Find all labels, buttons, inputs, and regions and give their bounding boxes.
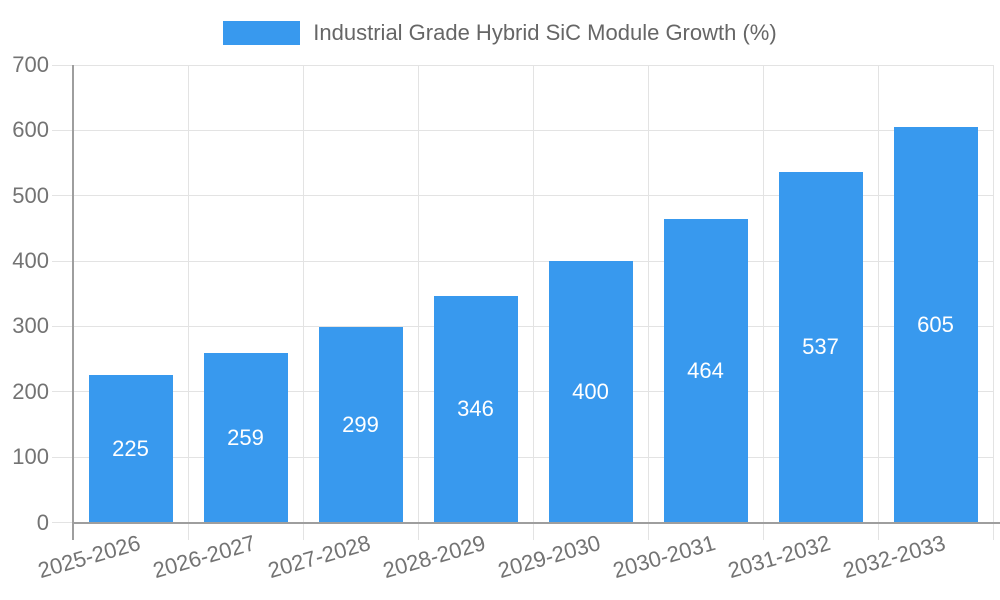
x-tick-label: 2026-2027 bbox=[150, 529, 259, 583]
gridline-v bbox=[877, 65, 879, 540]
x-tick-label: 2027-2028 bbox=[265, 529, 374, 583]
gridline-v bbox=[417, 65, 419, 540]
y-axis-line bbox=[72, 65, 74, 540]
bar-value-label: 225 bbox=[112, 435, 149, 461]
x-axis-line bbox=[73, 521, 1000, 524]
bar[interactable] bbox=[548, 261, 633, 523]
y-tick-label: 400 bbox=[12, 248, 49, 274]
bar-value-label: 537 bbox=[802, 334, 839, 360]
y-axis-tick bbox=[52, 522, 73, 523]
gridline-h bbox=[52, 64, 993, 66]
bar[interactable] bbox=[893, 127, 978, 523]
bar-value-label: 605 bbox=[917, 311, 954, 337]
bar-value-label: 299 bbox=[342, 411, 379, 437]
gridline-h bbox=[52, 325, 993, 327]
y-tick-label: 600 bbox=[12, 117, 49, 143]
gridline-h bbox=[52, 456, 993, 458]
bar-value-label: 464 bbox=[687, 357, 724, 383]
gridline-h bbox=[52, 260, 993, 262]
legend-item[interactable]: Industrial Grade Hybrid SiC Module Growt… bbox=[0, 18, 1000, 48]
bar[interactable] bbox=[778, 171, 863, 523]
x-tick-label: 2029-2030 bbox=[495, 529, 604, 583]
bar-value-label: 259 bbox=[227, 424, 264, 450]
x-tick-label: 2028-2029 bbox=[380, 529, 489, 583]
bar-value-label: 346 bbox=[457, 396, 494, 422]
gridline-v bbox=[302, 65, 304, 540]
x-tick-label: 2025-2026 bbox=[35, 529, 144, 583]
gridline-v bbox=[187, 65, 189, 540]
legend-swatch bbox=[223, 21, 301, 45]
bar[interactable] bbox=[88, 375, 173, 523]
bar[interactable] bbox=[203, 353, 288, 523]
y-tick-label: 200 bbox=[12, 378, 49, 404]
y-tick-label: 0 bbox=[36, 509, 49, 535]
x-tick-label: 2032-2033 bbox=[840, 529, 949, 583]
y-tick-label: 500 bbox=[12, 182, 49, 208]
gridline-v bbox=[647, 65, 649, 540]
gridline-v bbox=[532, 65, 534, 540]
gridline-h bbox=[52, 391, 993, 393]
y-tick-label: 100 bbox=[12, 444, 49, 470]
legend-label: Industrial Grade Hybrid SiC Module Growt… bbox=[313, 20, 777, 45]
x-tick-label: 2030-2031 bbox=[610, 529, 719, 583]
gridline-h bbox=[52, 129, 993, 131]
bar[interactable] bbox=[663, 219, 748, 523]
bar[interactable] bbox=[318, 327, 403, 523]
gridline-h bbox=[52, 195, 993, 197]
bar-value-label: 400 bbox=[572, 378, 609, 404]
y-tick-label: 700 bbox=[12, 52, 49, 77]
bar[interactable] bbox=[433, 296, 518, 523]
y-tick-label: 300 bbox=[12, 313, 49, 339]
gridline-v bbox=[762, 65, 764, 540]
x-tick-label: 2031-2032 bbox=[725, 529, 834, 583]
gridline-v bbox=[992, 65, 994, 540]
